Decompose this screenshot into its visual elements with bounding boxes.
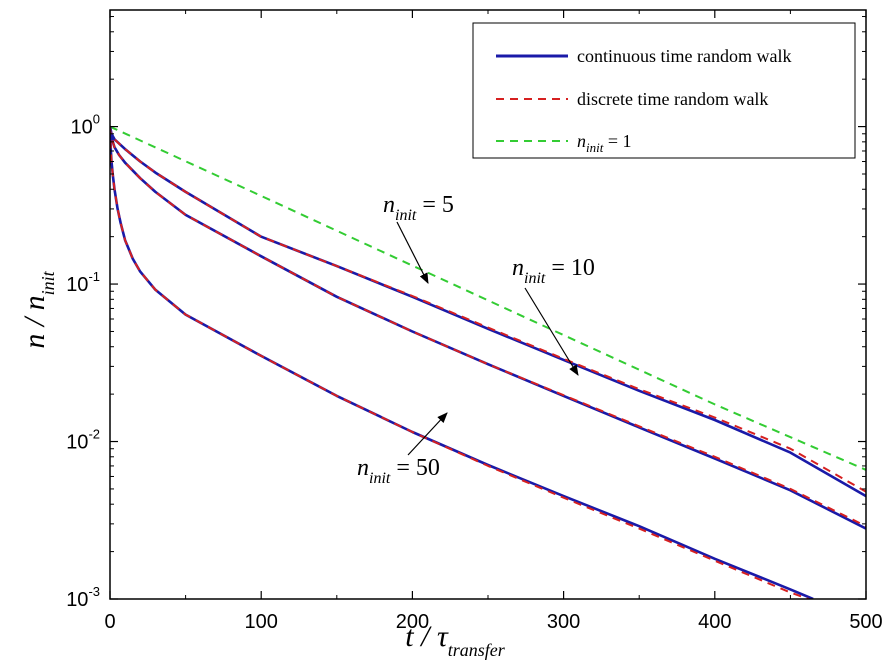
series-ninit-1-dashed-line <box>110 125 866 471</box>
y-tick-label: 10-1 <box>66 269 100 296</box>
y-tick-label: 10-2 <box>66 427 100 454</box>
legend-box <box>472 22 856 159</box>
x-tick-label: 100 <box>245 611 278 633</box>
y-tick-label: 10-3 <box>66 584 100 611</box>
y-tick-label: 100 <box>71 112 100 139</box>
x-tick-label: 0 <box>104 611 115 633</box>
annotation-arrow-ninit-50 <box>407 412 448 456</box>
legend-label-discrete: discrete time random walk <box>577 89 768 109</box>
series-ninit-10-solid-line <box>110 126 866 530</box>
legend-label-ninit1: ninit = 1 <box>577 131 632 155</box>
series-ninit-5-solid-line <box>110 126 866 498</box>
x-tick-label: 200 <box>396 611 429 633</box>
x-axis-title: t / τtransfer <box>405 620 505 660</box>
annotation-ninit-5: ninit = 5 <box>383 192 454 284</box>
series-ninit-50-dashed-line <box>110 126 809 599</box>
legend: continuous time random walk discrete tim… <box>472 22 856 159</box>
y-axis-title: n / ninit <box>18 270 58 348</box>
x-tick-label: 400 <box>698 611 731 633</box>
annotation-label-ninit-5: ninit = 5 <box>383 192 454 224</box>
annotation-arrow-ninit-5 <box>396 221 429 284</box>
series-ninit-10-dashed-line <box>110 126 866 528</box>
legend-label-continuous: continuous time random walk <box>577 46 791 66</box>
series-layer <box>110 125 866 599</box>
annotation-label-ninit-10: ninit = 10 <box>512 255 595 287</box>
annotation-ninit-10: ninit = 10 <box>512 255 595 376</box>
annotation-label-ninit-50: ninit = 50 <box>357 455 440 487</box>
series-ninit-50-solid-line <box>110 126 814 599</box>
ticks-layer: 0 100 200 300 400 500 10-3 10-2 10-1 100 <box>66 10 883 633</box>
annotation-ninit-50: ninit = 50 <box>357 412 448 487</box>
annotation-arrow-ninit-10 <box>524 287 579 376</box>
x-tick-label: 500 <box>849 611 882 633</box>
series-ninit-5-dashed-line <box>110 126 866 493</box>
x-tick-label: 300 <box>547 611 580 633</box>
